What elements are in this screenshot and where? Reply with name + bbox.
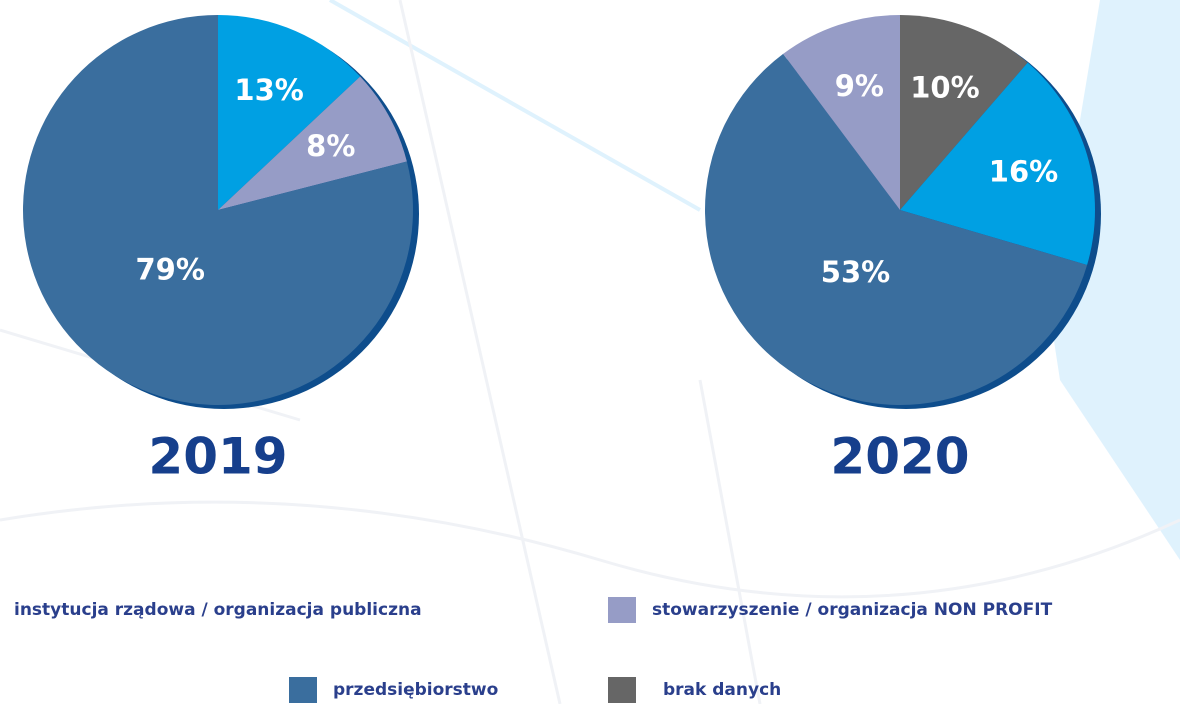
legend-swatch: [608, 597, 636, 623]
slice-label: 53%: [821, 255, 890, 289]
legend-label: brak danych: [663, 680, 781, 700]
slice-label: 8%: [306, 129, 355, 163]
pie-slice: [218, 15, 361, 210]
slice-label: 10%: [910, 70, 979, 104]
slice-label: 13%: [234, 73, 303, 107]
legend-label: stowarzyszenie / organizacja NON PROFIT: [652, 600, 1053, 620]
slice-label: 16%: [989, 155, 1058, 189]
legend-swatch: [289, 677, 317, 703]
road: [0, 500, 1180, 599]
pie-slice: [783, 15, 900, 210]
pie-slice: [900, 62, 1095, 265]
pie-slice: [900, 15, 1028, 210]
slice-label: 9%: [835, 69, 884, 103]
pie-title: 2019: [148, 428, 287, 486]
legend-swatch: [608, 677, 636, 703]
legend-label: przedsiębiorstwo: [333, 680, 498, 700]
pie-slice: [218, 76, 407, 211]
stream: [329, 0, 701, 212]
pie-title: 2020: [830, 428, 969, 486]
pie-slice: [704, 53, 1088, 406]
pie-slice: [23, 15, 414, 405]
legend-label: instytucja rządowa / organizacja publicz…: [14, 600, 422, 620]
slice-label: 79%: [135, 253, 204, 287]
